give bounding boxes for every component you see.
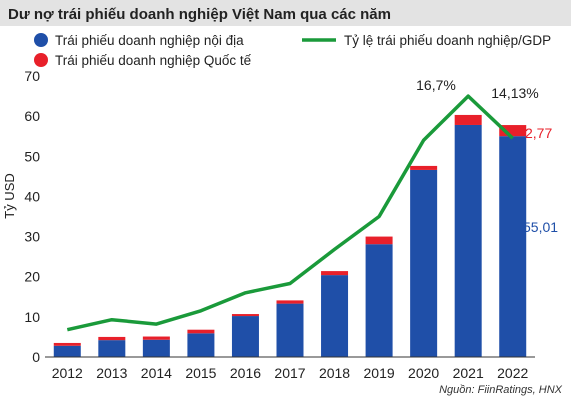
bar-international (276, 300, 304, 304)
bar-international (231, 314, 259, 317)
x-tick-label: 2012 (52, 365, 83, 381)
legend-ratio-label: Tỷ lệ trái phiếu doanh nghiệp/GDP (344, 33, 551, 48)
x-axis-ticks: 2012 2013 2014 2015 2016 2017 2018 2019 2020 2021… (52, 365, 529, 381)
annotation-domestic-2022: 55,01 (523, 219, 558, 235)
bar-international (499, 125, 527, 137)
bar-international (98, 336, 126, 341)
y-tick-label: 30 (24, 229, 40, 245)
y-tick-label: 0 (32, 349, 40, 365)
bar-international (321, 271, 349, 276)
x-tick-label: 2017 (274, 365, 305, 381)
annotation-ratio-2021: 16,7% (416, 77, 456, 93)
x-tick-label: 2018 (319, 365, 350, 381)
bar-international (454, 114, 482, 125)
bar-international (53, 342, 81, 346)
x-tick-label: 2022 (497, 365, 528, 381)
y-tick-label: 70 (24, 68, 40, 84)
x-tick-label: 2019 (364, 365, 395, 381)
bar-domestic (53, 345, 81, 357)
x-tick-label: 2021 (453, 365, 484, 381)
bar-international (410, 165, 438, 170)
bar-international (365, 236, 393, 245)
x-tick-label: 2014 (141, 365, 172, 381)
bar-international (187, 329, 215, 334)
bar-domestic (321, 275, 349, 357)
bar-domestic (187, 333, 215, 357)
bar-domestic (276, 303, 304, 357)
x-tick-label: 2013 (96, 365, 127, 381)
bar-domestic (142, 339, 170, 357)
bar-domestic (410, 169, 438, 357)
y-axis-ticks: 0 10 20 30 40 50 60 70 (24, 68, 40, 365)
legend-international-marker (34, 53, 48, 67)
annotation-ratio-2022: 14,13% (491, 85, 538, 101)
bar-domestic (499, 136, 527, 357)
y-tick-label: 50 (24, 148, 40, 164)
title-background (0, 0, 571, 26)
y-axis-label: Tỷ USD (2, 173, 17, 219)
chart-title: Dư nợ trái phiếu doanh nghiệp Việt Nam q… (8, 6, 391, 23)
x-tick-label: 2015 (185, 365, 216, 381)
source-note: Nguồn: FiinRatings, HNX (439, 384, 563, 396)
x-tick-label: 2020 (408, 365, 439, 381)
annotation-intl-2022: 2,77 (525, 125, 552, 141)
bar-international (142, 336, 170, 340)
x-tick-label: 2016 (230, 365, 261, 381)
y-tick-label: 60 (24, 108, 40, 124)
y-tick-label: 20 (24, 269, 40, 285)
y-tick-label: 40 (24, 188, 40, 204)
legend-domestic-label: Trái phiếu doanh nghiệp nội địa (55, 33, 244, 48)
bars-group (53, 114, 527, 357)
legend-domestic-marker (34, 33, 48, 47)
legend-international-label: Trái phiếu doanh nghiệp Quốc tế (55, 53, 252, 68)
y-tick-label: 10 (24, 309, 40, 325)
bar-domestic (365, 244, 393, 357)
bar-domestic (98, 340, 126, 357)
bar-domestic (454, 124, 482, 357)
bar-domestic (231, 316, 259, 357)
ratio-line (66, 94, 514, 332)
